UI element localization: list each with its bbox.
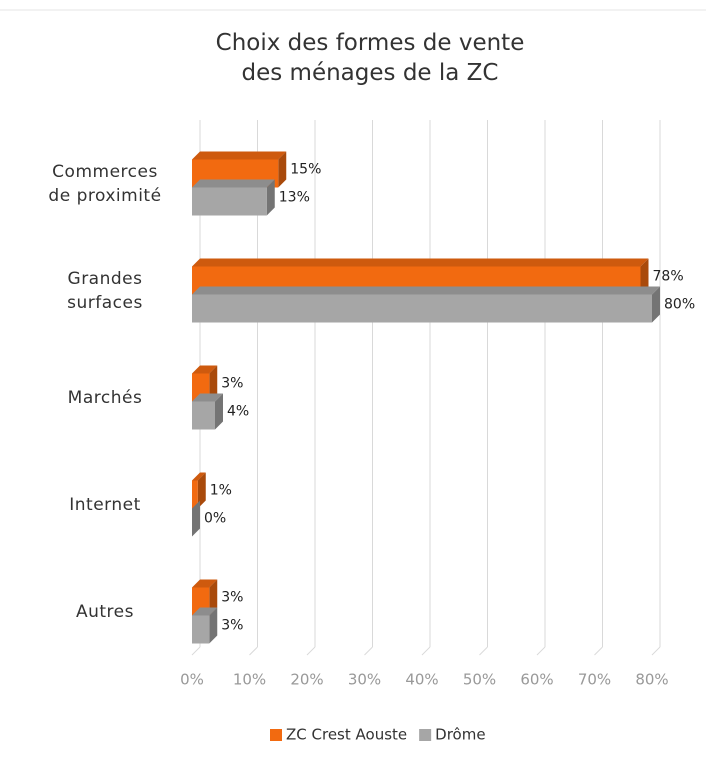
chart-title: Choix des formes de vente des ménages de… bbox=[215, 30, 525, 86]
bar-side bbox=[209, 365, 218, 402]
data-label: 80% bbox=[664, 297, 695, 313]
bar-top bbox=[192, 286, 660, 295]
data-label: 3% bbox=[221, 376, 243, 392]
y-tick-label: Marchés bbox=[67, 387, 143, 408]
bar-top bbox=[192, 472, 206, 481]
bar-side bbox=[266, 179, 275, 216]
grid-line-foot bbox=[594, 646, 603, 656]
bar-side bbox=[197, 472, 206, 509]
grid-line-foot bbox=[421, 646, 431, 656]
legend-label: Drôme bbox=[435, 726, 485, 744]
grid-line-foot bbox=[364, 646, 373, 656]
y-tick-label: Commerces de proximité bbox=[48, 161, 162, 206]
bar bbox=[192, 187, 267, 216]
bar-top bbox=[192, 179, 275, 188]
x-tick-label: 0% bbox=[180, 671, 204, 689]
x-tick-label: 70% bbox=[578, 671, 611, 689]
x-tick-label: 80% bbox=[635, 671, 668, 689]
bar-top bbox=[192, 607, 218, 616]
data-label: 78% bbox=[653, 269, 684, 285]
bar bbox=[192, 480, 198, 509]
grid-line-foot bbox=[536, 646, 546, 656]
legend-label: ZC Crest Aouste bbox=[286, 726, 407, 744]
bar-side bbox=[640, 258, 649, 295]
data-label: 0% bbox=[204, 511, 226, 527]
bar-top bbox=[192, 151, 287, 160]
grid-line-foot bbox=[651, 646, 661, 656]
data-label: 15% bbox=[290, 162, 321, 178]
bar-side bbox=[209, 607, 218, 644]
bar-top bbox=[192, 365, 218, 374]
data-label: 1% bbox=[210, 483, 232, 499]
bar bbox=[192, 401, 215, 430]
bar-side bbox=[278, 151, 287, 188]
x-tick-label: 30% bbox=[348, 671, 381, 689]
bar-top bbox=[192, 258, 649, 267]
legend-swatch bbox=[270, 729, 282, 741]
bar-side bbox=[192, 500, 200, 537]
x-tick-label: 40% bbox=[405, 671, 438, 689]
x-tick-label: 10% bbox=[233, 671, 266, 689]
bar bbox=[192, 615, 210, 644]
bar-side bbox=[652, 286, 660, 323]
grid-line-foot bbox=[306, 646, 316, 656]
bar-side bbox=[215, 393, 223, 430]
data-label: 13% bbox=[279, 190, 310, 206]
y-tick-label: Grandes surfaces bbox=[67, 268, 143, 313]
grid-line-foot bbox=[249, 646, 258, 656]
x-tick-label: 60% bbox=[520, 671, 553, 689]
x-tick-label: 20% bbox=[290, 671, 323, 689]
data-label: 3% bbox=[221, 590, 243, 606]
x-tick-label: 50% bbox=[463, 671, 496, 689]
bar-top bbox=[192, 393, 223, 402]
y-tick-label: Autres bbox=[75, 601, 134, 622]
grid-line-foot bbox=[191, 646, 201, 656]
y-tick-label: Internet bbox=[69, 494, 141, 515]
bar-top bbox=[192, 579, 218, 588]
bar bbox=[192, 294, 652, 323]
legend-swatch bbox=[419, 729, 432, 741]
data-label: 3% bbox=[221, 618, 243, 634]
data-label: 4% bbox=[227, 404, 249, 420]
grid-line-foot bbox=[479, 646, 488, 656]
bar-side bbox=[209, 579, 218, 616]
